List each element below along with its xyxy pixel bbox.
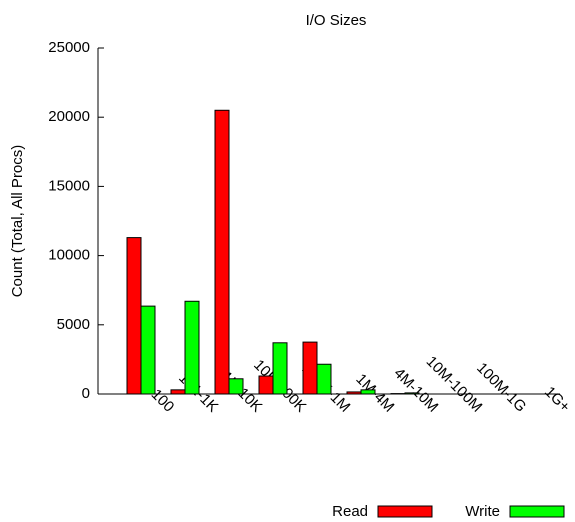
bar — [316, 363, 332, 395]
bar — [272, 342, 288, 395]
legend-swatch — [509, 505, 565, 518]
legend-label: Read — [332, 503, 368, 520]
y-axis-label: Count (Total, All Procs) — [9, 145, 26, 298]
y-tick-label: 5000 — [57, 316, 90, 333]
bar — [170, 389, 186, 395]
bar — [126, 237, 142, 395]
bar — [228, 378, 244, 395]
bar — [258, 375, 274, 395]
y-tick-label: 0 — [82, 385, 90, 402]
x-tick-label: 1G+ — [541, 383, 574, 416]
bar — [184, 300, 200, 395]
chart-title: I/O Sizes — [306, 12, 367, 29]
legend-swatch — [377, 505, 433, 518]
y-tick-label: 15000 — [48, 177, 90, 194]
bar — [214, 109, 230, 395]
bar — [360, 389, 376, 395]
y-tick-label: 20000 — [48, 108, 90, 125]
y-tick-label: 10000 — [48, 247, 90, 264]
legend-label: Write — [465, 503, 500, 520]
y-tick-label: 25000 — [48, 39, 90, 56]
bar — [302, 341, 318, 395]
bar — [346, 391, 362, 395]
bar — [140, 305, 156, 395]
bar — [404, 392, 420, 395]
